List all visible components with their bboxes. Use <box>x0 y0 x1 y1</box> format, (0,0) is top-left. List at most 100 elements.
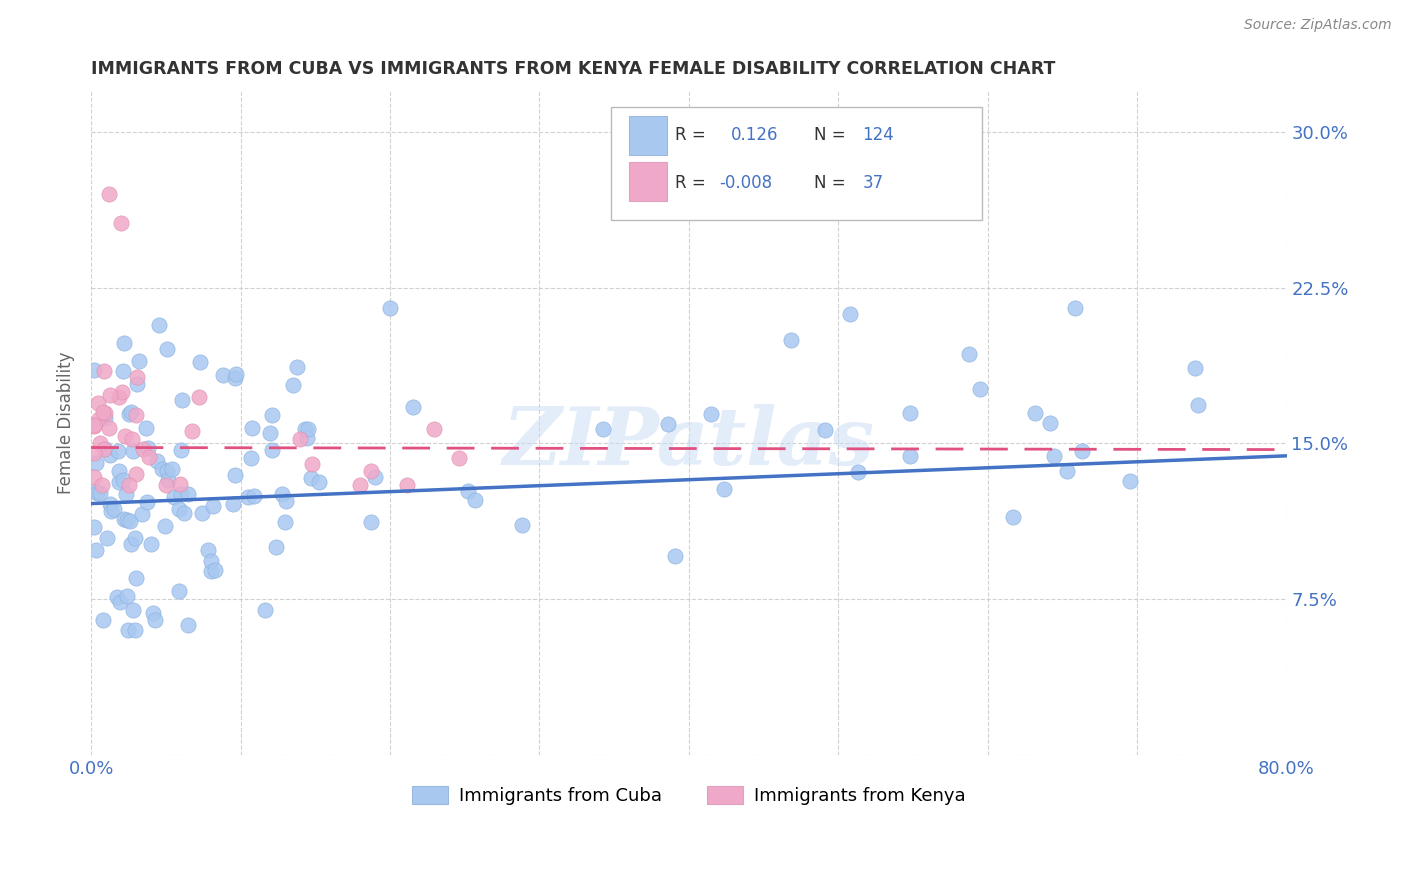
Point <box>84 483 107 498</box>
Point <box>118 514 141 528</box>
Point <box>148 318 170 332</box>
Point <box>170 392 193 407</box>
Point <box>98 497 121 511</box>
Point <box>83 446 105 460</box>
Text: N =: N = <box>814 174 846 193</box>
Point <box>100 448 122 462</box>
Point <box>177 486 200 500</box>
Point <box>108 464 131 478</box>
Point <box>299 471 322 485</box>
Point <box>160 462 183 476</box>
Point <box>131 507 153 521</box>
Point <box>262 443 284 458</box>
Point <box>1002 510 1025 524</box>
Y-axis label: Female Disability: Female Disability <box>58 351 75 494</box>
Point <box>190 506 212 520</box>
Text: N =: N = <box>814 127 846 145</box>
Point <box>93 364 115 378</box>
Point <box>295 431 318 445</box>
Point <box>1187 398 1209 412</box>
Point <box>288 433 311 447</box>
Point <box>141 536 163 550</box>
Point <box>112 473 135 487</box>
Point <box>115 589 138 603</box>
Point <box>89 435 111 450</box>
Point <box>170 443 193 458</box>
Point <box>124 571 146 585</box>
Point <box>87 396 110 410</box>
Point <box>100 504 122 518</box>
Point <box>457 484 479 499</box>
Point <box>779 333 801 347</box>
Point <box>98 388 121 402</box>
Point <box>156 474 179 488</box>
Point <box>839 307 862 321</box>
Point <box>125 467 148 482</box>
Point <box>657 417 679 431</box>
Point <box>128 354 150 368</box>
Point <box>103 502 125 516</box>
Point <box>1043 449 1066 463</box>
Point <box>112 336 135 351</box>
Point <box>200 554 222 568</box>
Point <box>898 406 921 420</box>
Point <box>98 187 121 202</box>
Point <box>225 367 247 381</box>
Point <box>83 470 105 484</box>
Point <box>274 494 297 508</box>
Point <box>236 491 259 505</box>
Point <box>86 485 108 500</box>
Point <box>254 603 277 617</box>
Point <box>259 425 281 440</box>
Point <box>163 490 186 504</box>
Point <box>173 507 195 521</box>
Point <box>84 456 107 470</box>
Point <box>700 407 723 421</box>
Text: 37: 37 <box>862 174 883 193</box>
Point <box>143 613 166 627</box>
Point <box>170 486 193 500</box>
Point <box>464 493 486 508</box>
Point <box>285 360 308 375</box>
Point <box>83 520 105 534</box>
Point <box>108 595 131 609</box>
Point <box>1119 474 1142 488</box>
FancyBboxPatch shape <box>612 107 981 219</box>
Point <box>155 478 177 492</box>
Point <box>169 584 191 599</box>
Point <box>125 409 148 423</box>
Point <box>592 422 614 436</box>
Point <box>1024 406 1046 420</box>
Point <box>360 464 382 478</box>
Point <box>1039 416 1062 430</box>
Point <box>112 512 135 526</box>
Point <box>105 590 128 604</box>
Point <box>156 342 179 356</box>
Text: 0.126: 0.126 <box>731 127 778 145</box>
Point <box>146 453 169 467</box>
Point <box>447 450 470 465</box>
Point <box>169 477 191 491</box>
Text: ZIPatlas: ZIPatlas <box>503 404 875 482</box>
Point <box>132 442 155 457</box>
Point <box>142 606 165 620</box>
Point <box>423 422 446 436</box>
Point <box>114 428 136 442</box>
Point <box>120 537 142 551</box>
Legend: Immigrants from Cuba, Immigrants from Kenya: Immigrants from Cuba, Immigrants from Ke… <box>405 779 973 813</box>
Point <box>89 485 111 500</box>
Point <box>846 465 869 479</box>
Point <box>713 483 735 497</box>
Point <box>117 624 139 638</box>
Point <box>294 422 316 436</box>
Point <box>94 406 117 420</box>
Point <box>222 497 245 511</box>
Point <box>181 424 204 438</box>
Text: -0.008: -0.008 <box>718 174 772 193</box>
Point <box>240 421 263 435</box>
Point <box>135 421 157 435</box>
Point <box>90 478 112 492</box>
Text: R =: R = <box>675 127 706 145</box>
Point <box>957 347 980 361</box>
Point <box>364 470 387 484</box>
